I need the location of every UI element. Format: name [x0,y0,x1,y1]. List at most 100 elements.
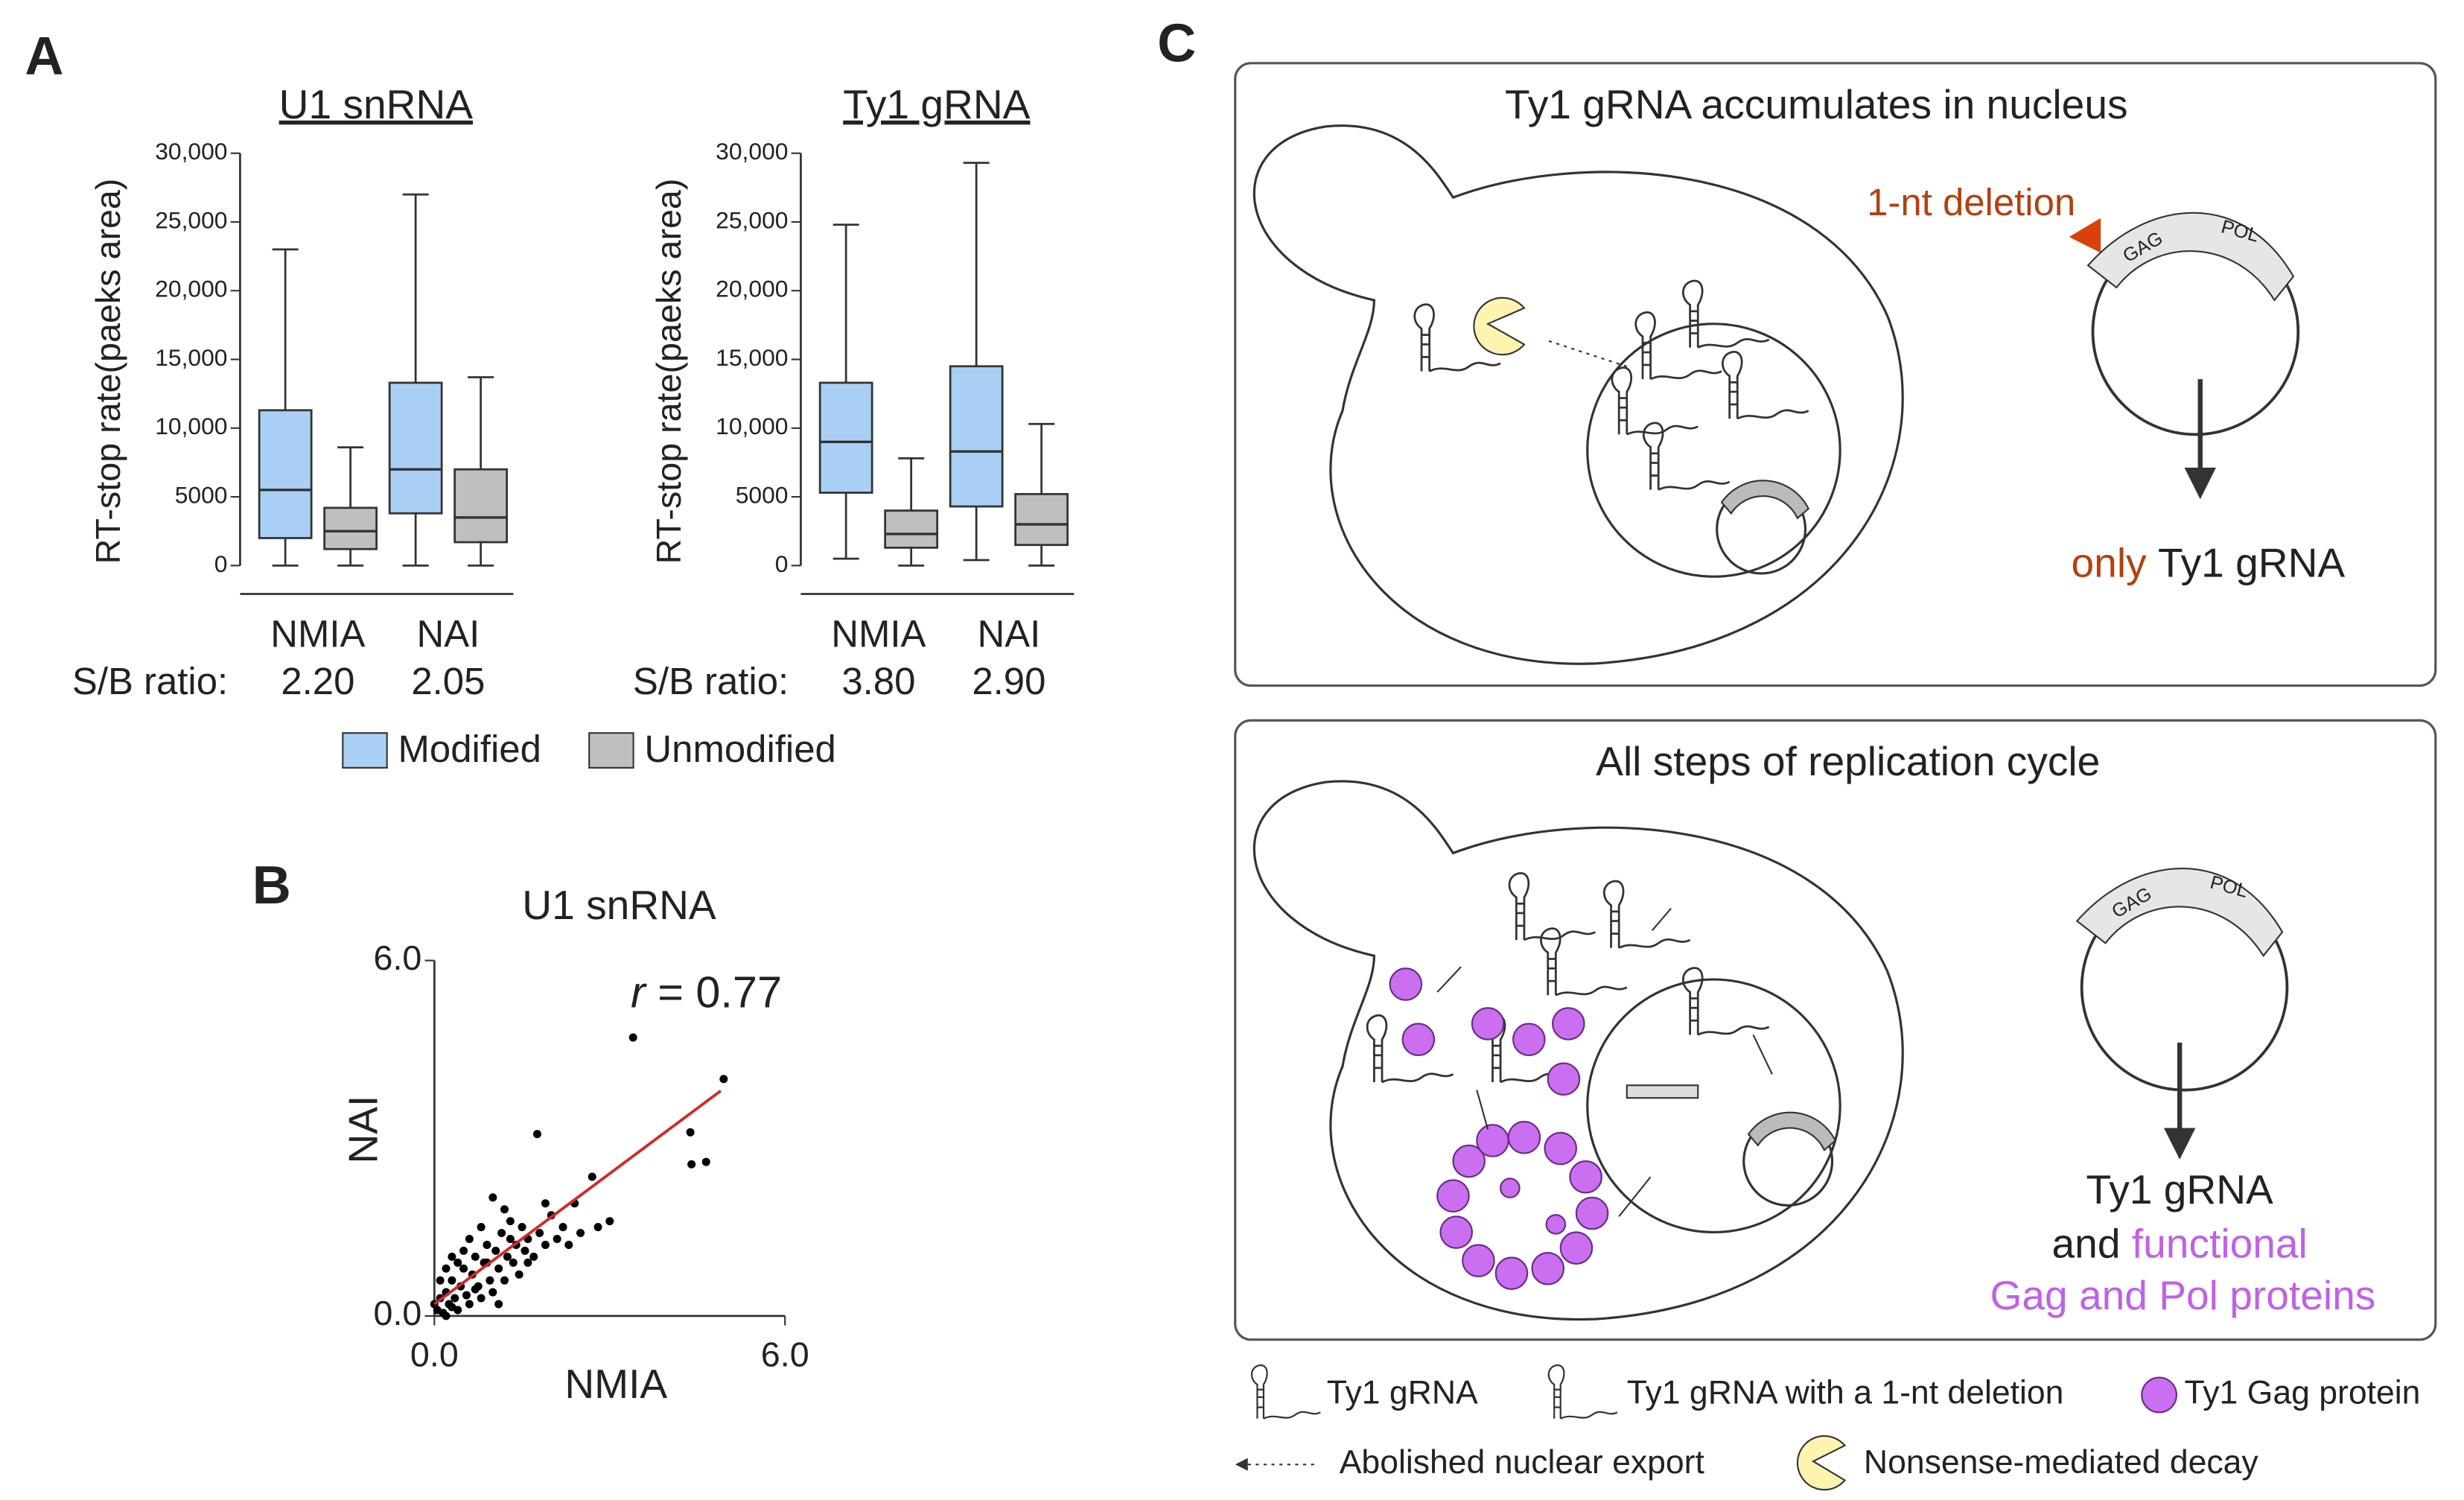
x-tick-label: 6.0 [761,1335,809,1373]
legend-icon [1796,1435,1847,1491]
chart-title: U1 snRNA [279,81,474,127]
legend-icon [1250,1364,1322,1420]
point [465,1300,474,1309]
y-tick-label: 25,000 [716,206,788,233]
y-tick-label: 0.0 [374,1294,422,1332]
fit-line [433,1090,722,1306]
legend-label: Ty1 Gag protein [2185,1375,2421,1411]
point [436,1276,445,1285]
y-tick-label: 30,000 [155,138,227,165]
dna [1626,1084,1699,1099]
gag-proteins [1389,967,1609,1290]
annotation: r = 0.77 [631,967,782,1017]
point [576,1229,585,1238]
ratio-value: 2.90 [972,660,1045,702]
box [818,381,873,494]
result-label: Gag and Pol proteins [1990,1272,2375,1318]
panel-label: C [1157,14,1196,74]
y-tick-label: 20,000 [716,276,788,302]
arrowhead [2163,1128,2196,1160]
cell [1252,780,1904,1321]
point [477,1294,486,1303]
point [494,1300,503,1309]
point [588,1172,596,1181]
point [494,1264,503,1273]
x-axis-label: NMIA [564,1361,667,1407]
point [506,1234,515,1244]
result-prefix: and [2052,1220,2121,1266]
point [442,1264,451,1273]
legend-swatch [588,732,634,769]
point [477,1223,486,1232]
point [521,1246,529,1255]
point [553,1234,561,1244]
point [518,1223,526,1232]
plasmid-insert [2075,868,2284,958]
annotation-symbol: r [631,967,647,1017]
x-tick-label: NMIA [270,612,365,655]
point [462,1291,471,1300]
cell [1252,124,1904,665]
point [459,1246,468,1255]
point [719,1075,728,1084]
point [535,1229,544,1238]
plasmid-insert [1747,1111,1837,1151]
legend-label: Nonsense-mediated decay [1864,1444,2258,1481]
point [523,1258,532,1267]
point [488,1193,497,1202]
y-tick-label: 5000 [736,481,789,508]
point [541,1199,550,1208]
legend-swatch [342,732,388,769]
legend-icon [1547,1364,1619,1420]
y-axis-label: RT-stop rate(paeks area) [89,179,127,565]
export-arrow [1544,339,1628,368]
panel-box [1234,62,2437,687]
legend-label: Ty1 gRNA [1327,1375,1478,1411]
ratio-label: S/B ratio: [72,660,228,702]
point [500,1205,509,1214]
x-tick-label: 0.0 [410,1335,459,1373]
point [497,1229,506,1238]
point [453,1258,462,1267]
point [564,1240,573,1249]
result-label: Ty1 gRNA [2086,1166,2273,1213]
legend-label: Ty1 gRNA with a 1-nt deletion [1627,1375,2064,1411]
y-tick-label: 6.0 [374,938,422,977]
box [388,381,443,515]
chart-title: U1 snRNA [522,882,716,928]
y-tick-label: 25,000 [155,206,227,233]
chart-title: Ty1 gRNA [843,81,1030,127]
result-label: and functional [2052,1220,2308,1266]
ratio-value: 2.20 [281,660,354,702]
rna [1602,880,1692,950]
box [949,365,1004,508]
point [448,1276,456,1285]
y-tick-label: 15,000 [716,344,788,371]
nucleus [1586,322,1841,578]
point [687,1160,696,1169]
point [459,1264,468,1273]
nmd-icon [1473,296,1526,356]
point [500,1276,509,1285]
point [451,1294,459,1303]
result-text: functional [2132,1220,2308,1266]
point [471,1252,480,1261]
point [541,1240,550,1249]
panel-label: B [252,856,291,915]
box [1014,493,1069,547]
flow-arrows [1436,907,1773,1217]
plasmid-insert [2086,212,2295,302]
diagram-title: All steps of replication cycle [1596,738,2100,784]
point [491,1246,500,1255]
nucleus [1586,978,1841,1234]
box [453,468,509,544]
point [532,1130,541,1139]
legend-label: Modified [398,728,541,770]
rna [1681,967,1771,1036]
point [448,1303,456,1312]
y-tick-label: 5000 [175,481,228,508]
point [593,1223,602,1232]
deletion-label: 1-nt deletion [1867,181,2075,223]
point [515,1270,523,1279]
